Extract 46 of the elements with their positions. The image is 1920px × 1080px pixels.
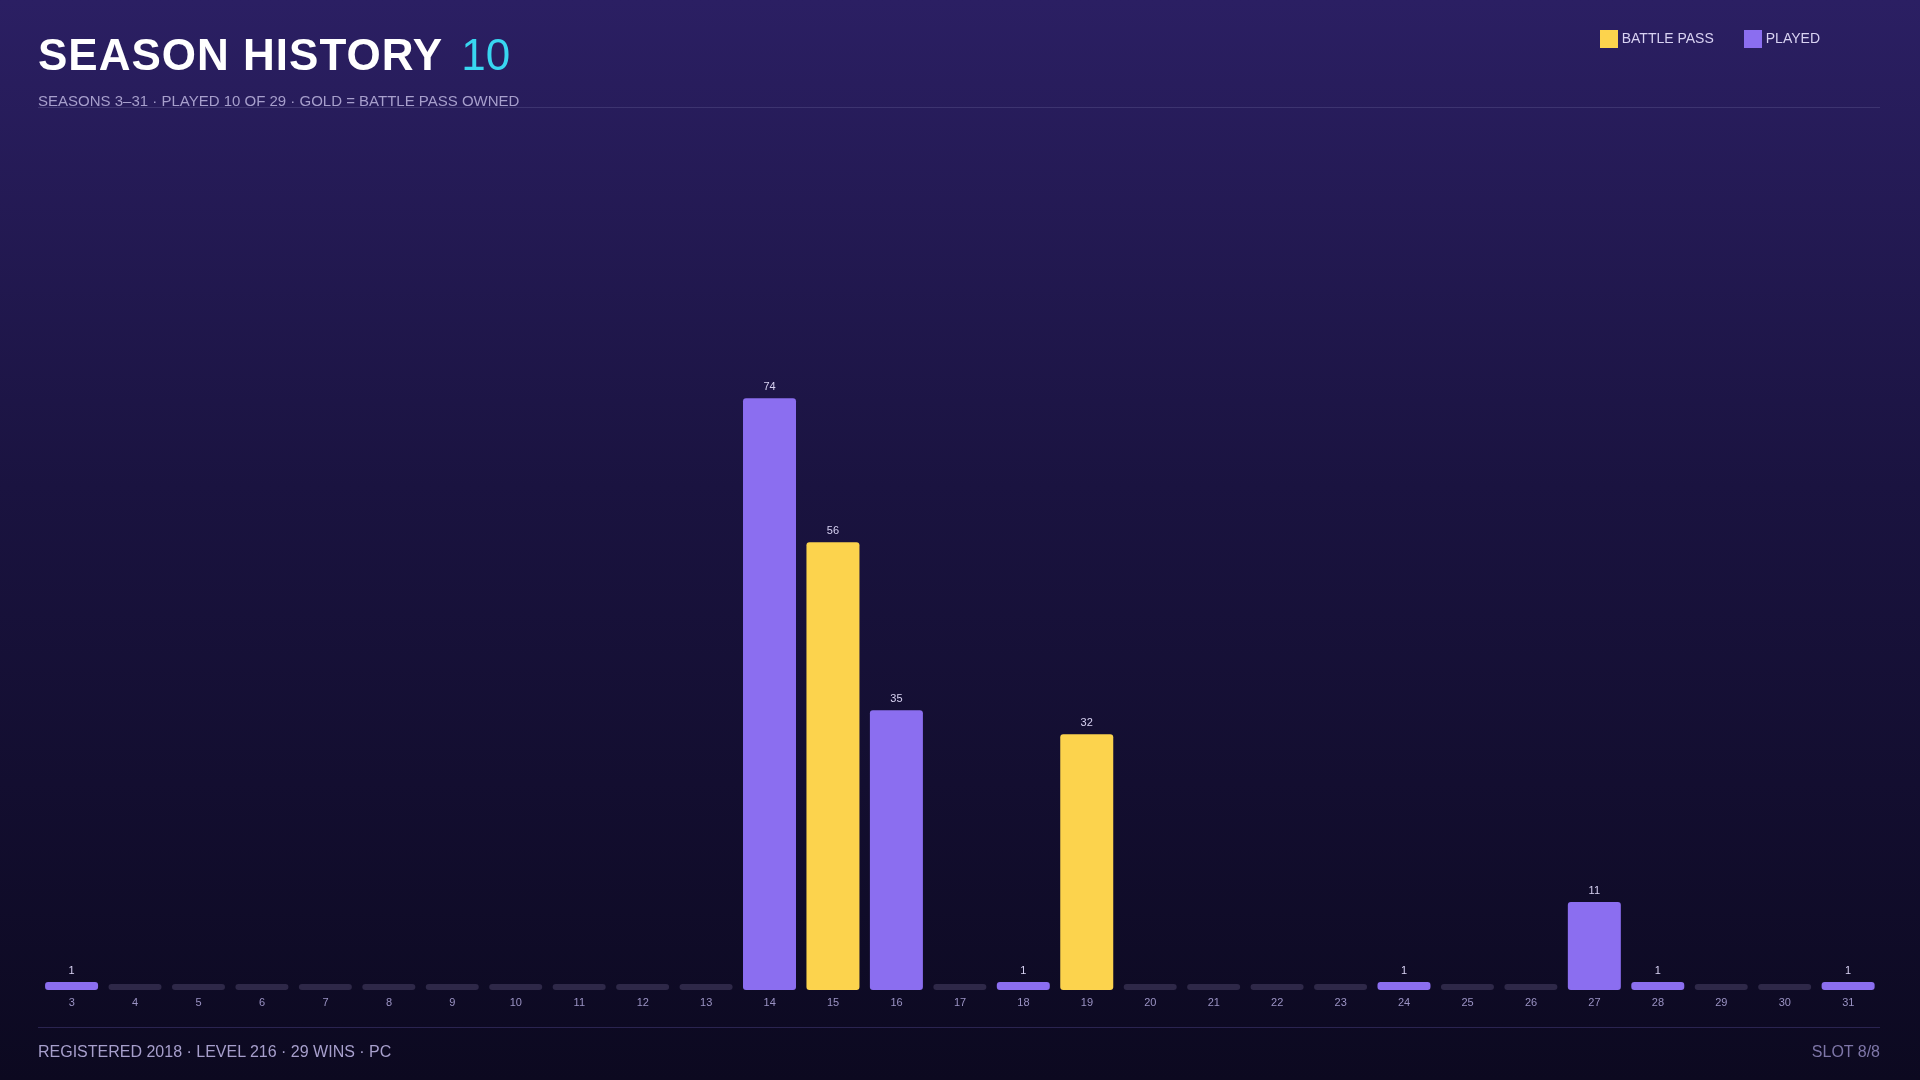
x-tick-label: 25 xyxy=(1461,995,1474,1008)
x-tick-label: 31 xyxy=(1842,995,1855,1008)
data-label: 56 xyxy=(826,524,840,537)
text: 10 xyxy=(461,30,511,80)
data-label: 74 xyxy=(763,380,776,393)
x-tick-label: 18 xyxy=(1017,995,1030,1008)
chart-subtitle: SEASONS 3–31 · PLAYED 10 OF 29 · GOLD = BATTLE PASS OWNED xyxy=(38,92,520,109)
x-tick-label: 9 xyxy=(449,995,456,1008)
x-tick-label: 6 xyxy=(259,995,266,1008)
x-tick-label: 29 xyxy=(1715,995,1728,1008)
data-label: 32 xyxy=(1080,716,1093,729)
x-tick-label: 14 xyxy=(763,995,776,1008)
data-label: 1 xyxy=(68,964,75,976)
x-tick-label: 20 xyxy=(1144,995,1157,1008)
x-tick-label: 12 xyxy=(636,995,649,1008)
chart-title: SEASON HISTORY xyxy=(38,30,444,80)
x-tick-label: 19 xyxy=(1080,995,1094,1008)
x-tick-label: 21 xyxy=(1207,995,1220,1008)
x-tick-label: 3 xyxy=(68,995,75,1008)
x-tick-label: 13 xyxy=(700,995,713,1008)
x-tick-label: 7 xyxy=(322,995,329,1008)
text: REGISTERED 2018 · LEVEL 216 · 29 WINS · PC xyxy=(38,1043,392,1061)
data-label: 11 xyxy=(1588,884,1601,897)
data-label: 1 xyxy=(1020,964,1027,976)
x-tick-label: 17 xyxy=(953,995,967,1008)
data-label: 35 xyxy=(890,692,903,705)
x-tick-label: 8 xyxy=(385,995,393,1008)
data-label: 1 xyxy=(1654,964,1661,976)
data-label: 1 xyxy=(1400,964,1408,976)
x-tick-label: 28 xyxy=(1651,995,1665,1008)
legend-label: PLAYED xyxy=(1765,30,1820,46)
text: SLOT 8/8 xyxy=(1811,1043,1880,1061)
x-tick-label: 10 xyxy=(509,995,522,1008)
x-tick-label: 11 xyxy=(573,995,586,1008)
data-label: 1 xyxy=(1845,964,1852,976)
x-tick-label: 15 xyxy=(826,995,840,1008)
x-tick-label: 30 xyxy=(1778,995,1791,1008)
x-tick-label: 5 xyxy=(195,995,202,1008)
x-tick-label: 27 xyxy=(1588,995,1601,1008)
x-tick-label: 4 xyxy=(132,995,139,1008)
x-tick-label: 23 xyxy=(1334,995,1347,1008)
legend-label: BATTLE PASS xyxy=(1621,30,1714,46)
x-tick-label: 22 xyxy=(1271,995,1284,1008)
x-tick-label: 26 xyxy=(1524,995,1538,1008)
x-tick-label: 24 xyxy=(1398,995,1411,1008)
x-tick-label: 16 xyxy=(890,995,903,1008)
